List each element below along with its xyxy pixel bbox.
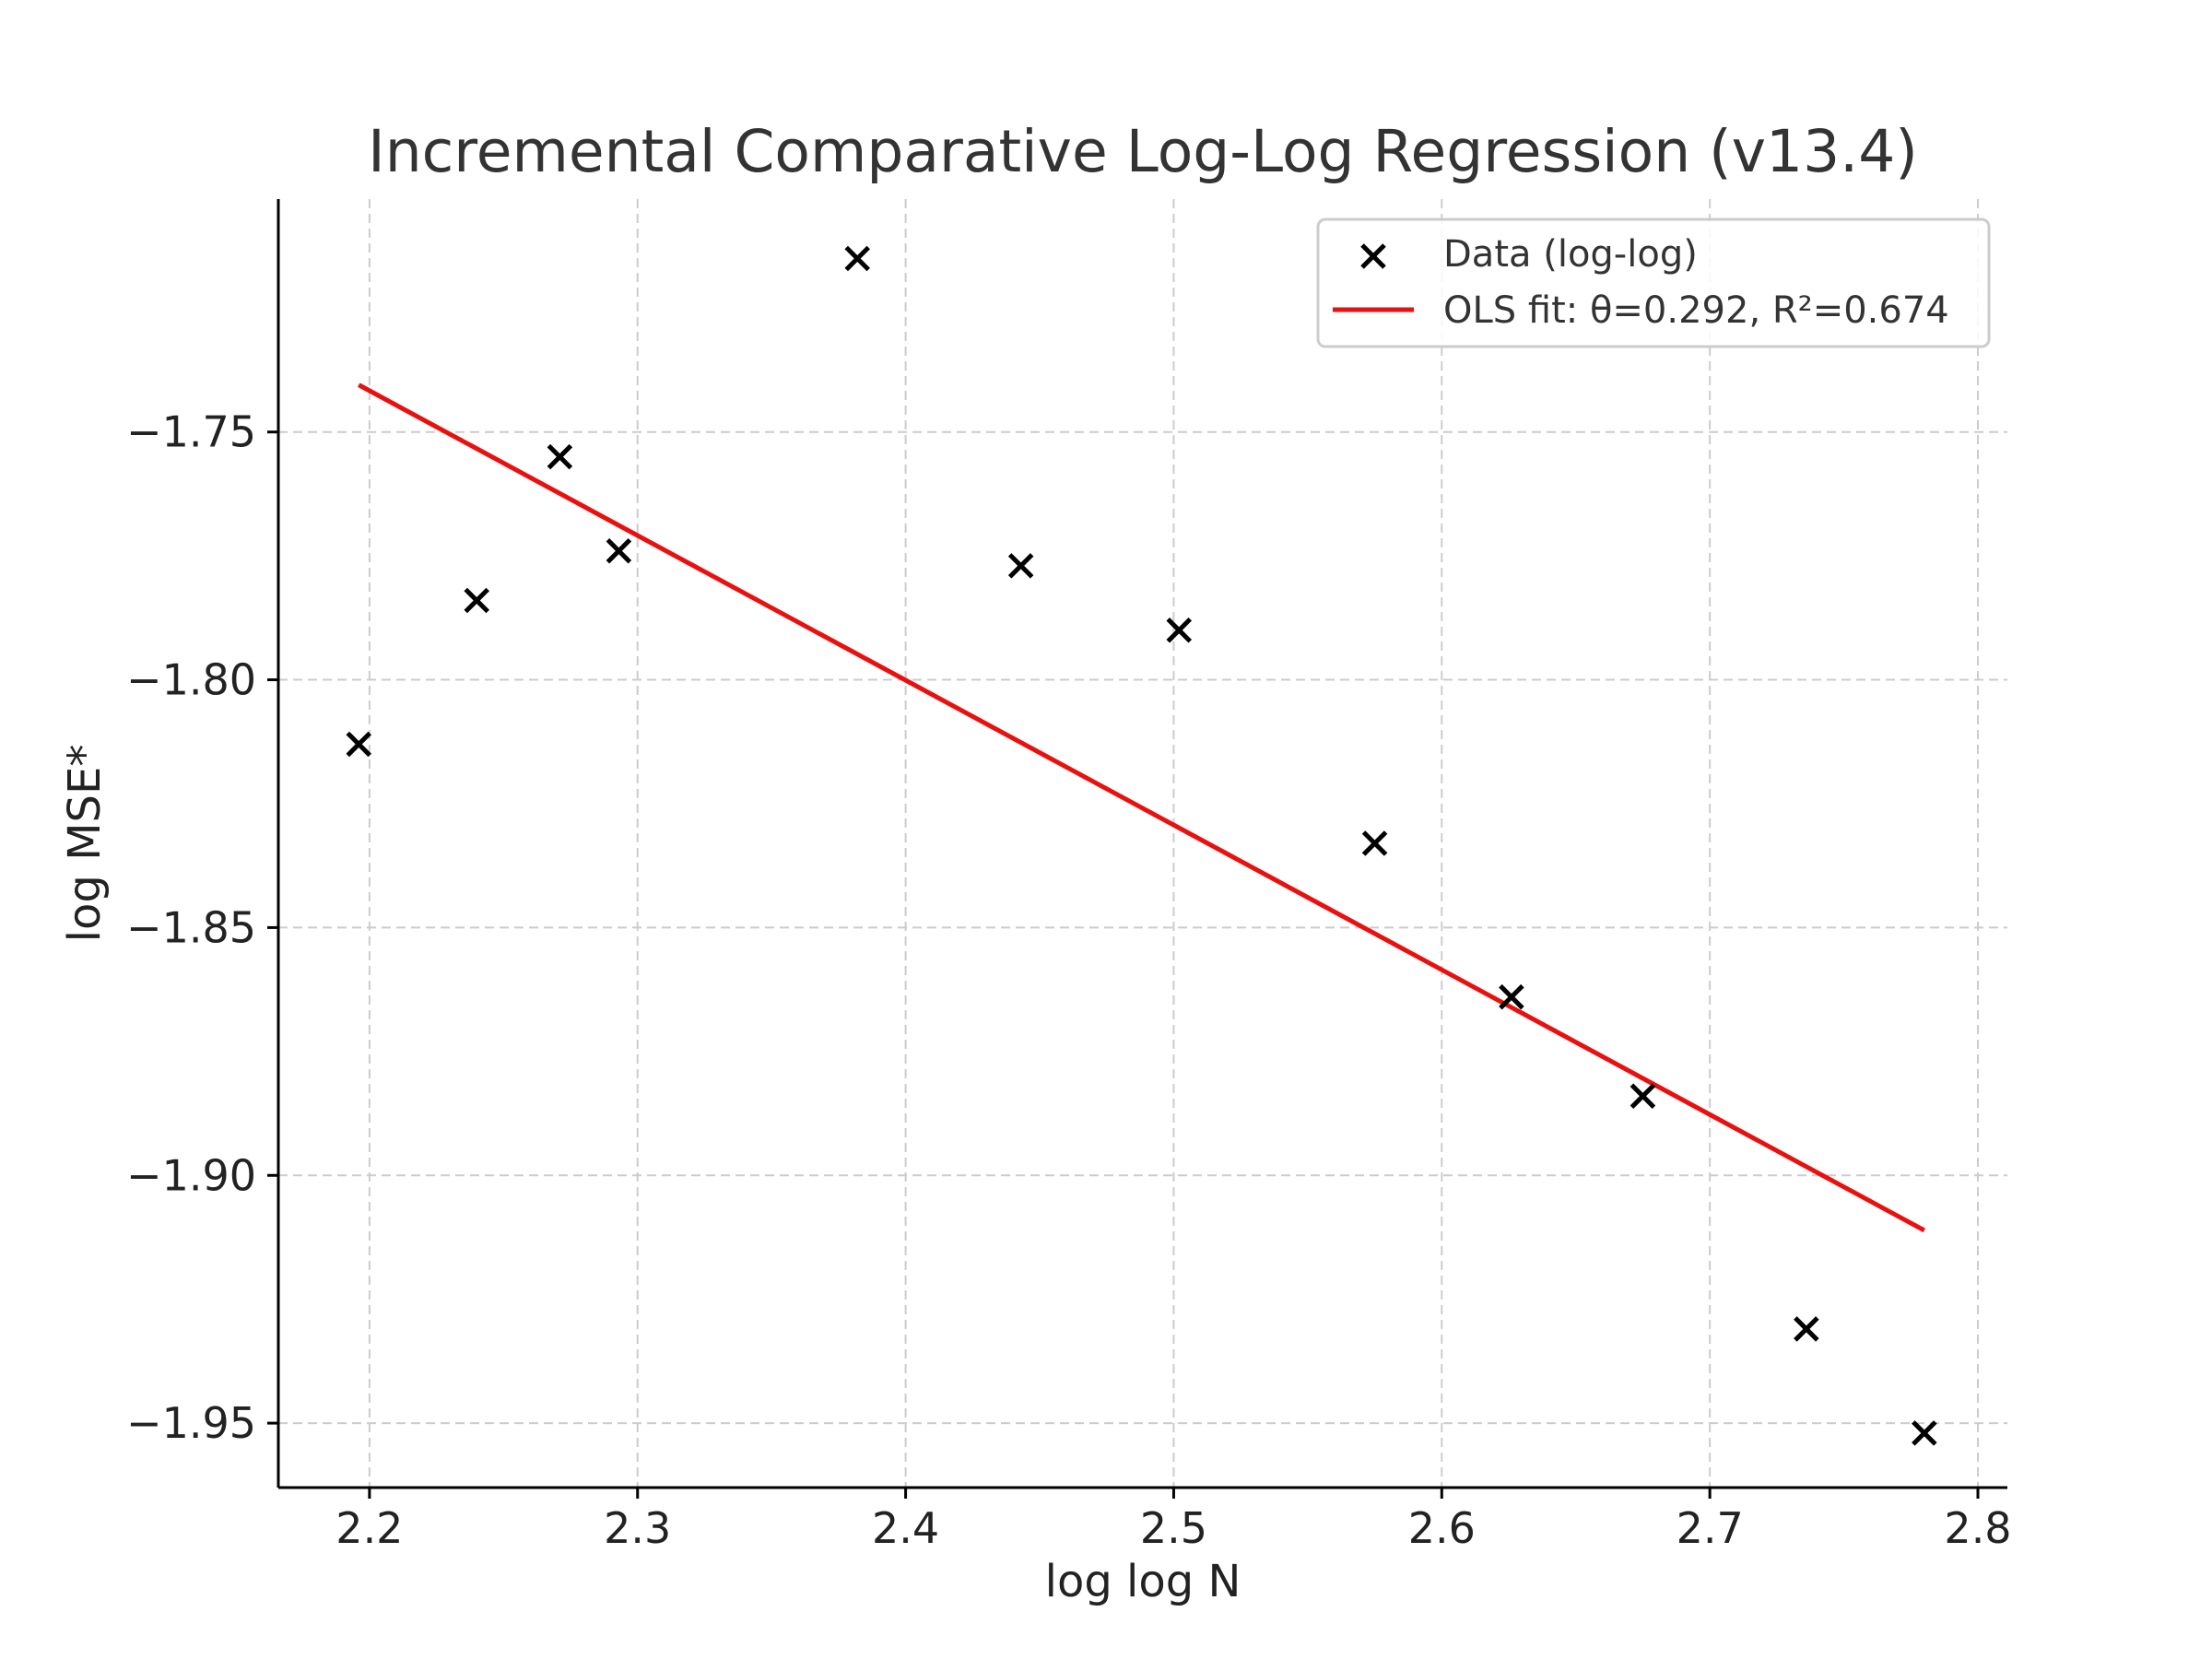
y-tick-label: −1.75 (126, 407, 256, 457)
data-point (547, 443, 573, 470)
legend-marker-scatter (1360, 243, 1386, 269)
y-axis-label: log MSE* (59, 745, 111, 943)
data-point (1499, 983, 1524, 1010)
data-point (1794, 1316, 1819, 1342)
x-tick-label: 2.4 (872, 1503, 939, 1553)
x-ticks: 2.2 2.3 2.4 2.5 2.6 2.7 2.8 (335, 1488, 2012, 1553)
data-point (1361, 830, 1388, 856)
y-tick-label: −1.95 (126, 1398, 256, 1448)
x-tick-label: 2.5 (1140, 1503, 1207, 1553)
y-tick-label: −1.85 (126, 902, 256, 952)
x-tick-label: 2.8 (1944, 1503, 2011, 1553)
data-point (464, 587, 489, 614)
legend-box (1316, 218, 1991, 348)
x-tick-label: 2.6 (1408, 1503, 1476, 1553)
x-tick-label: 2.2 (335, 1503, 403, 1553)
legend-label-data: Data (log-log) (1443, 233, 1698, 276)
ols-fit-line (358, 382, 1926, 1233)
data-point (1912, 1420, 1937, 1446)
points-layer (346, 245, 1937, 1446)
chart-title: Incremental Comparative Log-Log Regressi… (368, 118, 1918, 185)
legend-label-fit: OLS fit: θ=0.292, R²=0.674 (1443, 289, 1949, 332)
data-point (1007, 553, 1034, 579)
data-point (1630, 1083, 1656, 1109)
data-point (1166, 618, 1193, 643)
y-ticks: −1.75 −1.80 −1.85 −1.90 −1.95 (126, 407, 278, 1448)
data-point (346, 731, 372, 758)
y-tick-label: −1.80 (126, 655, 256, 705)
fit-layer (358, 382, 1926, 1233)
y-tick-label: −1.90 (126, 1150, 256, 1200)
x-tick-label: 2.3 (604, 1503, 671, 1553)
grid (278, 199, 2007, 1488)
data-point (606, 537, 632, 564)
legend: Data (log-log) OLS fit: θ=0.292, R²=0.67… (1316, 218, 1991, 348)
data-point (844, 245, 871, 272)
x-axis-label: log log N (1045, 1556, 1241, 1607)
x-tick-label: 2.7 (1677, 1503, 1744, 1553)
